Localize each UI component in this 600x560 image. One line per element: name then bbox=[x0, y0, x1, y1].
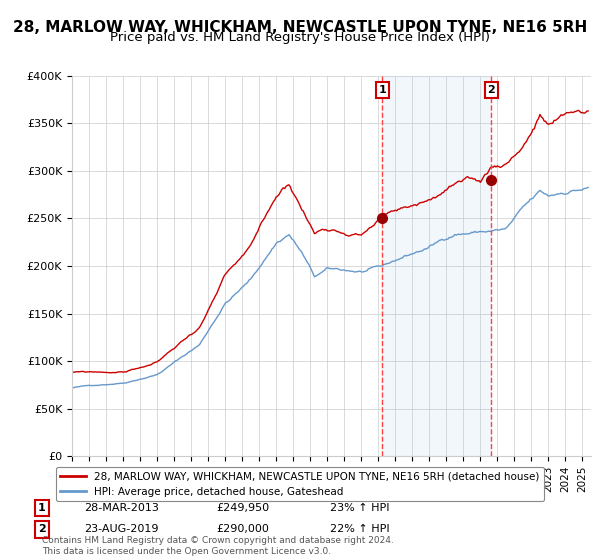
Bar bbox=[382, 76, 491, 456]
Text: 22% ↑ HPI: 22% ↑ HPI bbox=[330, 524, 389, 534]
Text: 28-MAR-2013: 28-MAR-2013 bbox=[84, 503, 159, 513]
Text: 1: 1 bbox=[38, 503, 46, 513]
Text: 23% ↑ HPI: 23% ↑ HPI bbox=[330, 503, 389, 513]
Text: 2: 2 bbox=[488, 85, 496, 95]
Text: 2: 2 bbox=[38, 524, 46, 534]
Legend: 28, MARLOW WAY, WHICKHAM, NEWCASTLE UPON TYNE, NE16 5RH (detached house), HPI: A: 28, MARLOW WAY, WHICKHAM, NEWCASTLE UPON… bbox=[56, 467, 544, 501]
Text: Contains HM Land Registry data © Crown copyright and database right 2024.
This d: Contains HM Land Registry data © Crown c… bbox=[42, 536, 394, 556]
Text: 23-AUG-2019: 23-AUG-2019 bbox=[84, 524, 158, 534]
Text: 1: 1 bbox=[379, 85, 386, 95]
Text: £290,000: £290,000 bbox=[216, 524, 269, 534]
Text: £249,950: £249,950 bbox=[216, 503, 269, 513]
Text: 28, MARLOW WAY, WHICKHAM, NEWCASTLE UPON TYNE, NE16 5RH: 28, MARLOW WAY, WHICKHAM, NEWCASTLE UPON… bbox=[13, 20, 587, 35]
Text: Price paid vs. HM Land Registry's House Price Index (HPI): Price paid vs. HM Land Registry's House … bbox=[110, 31, 490, 44]
